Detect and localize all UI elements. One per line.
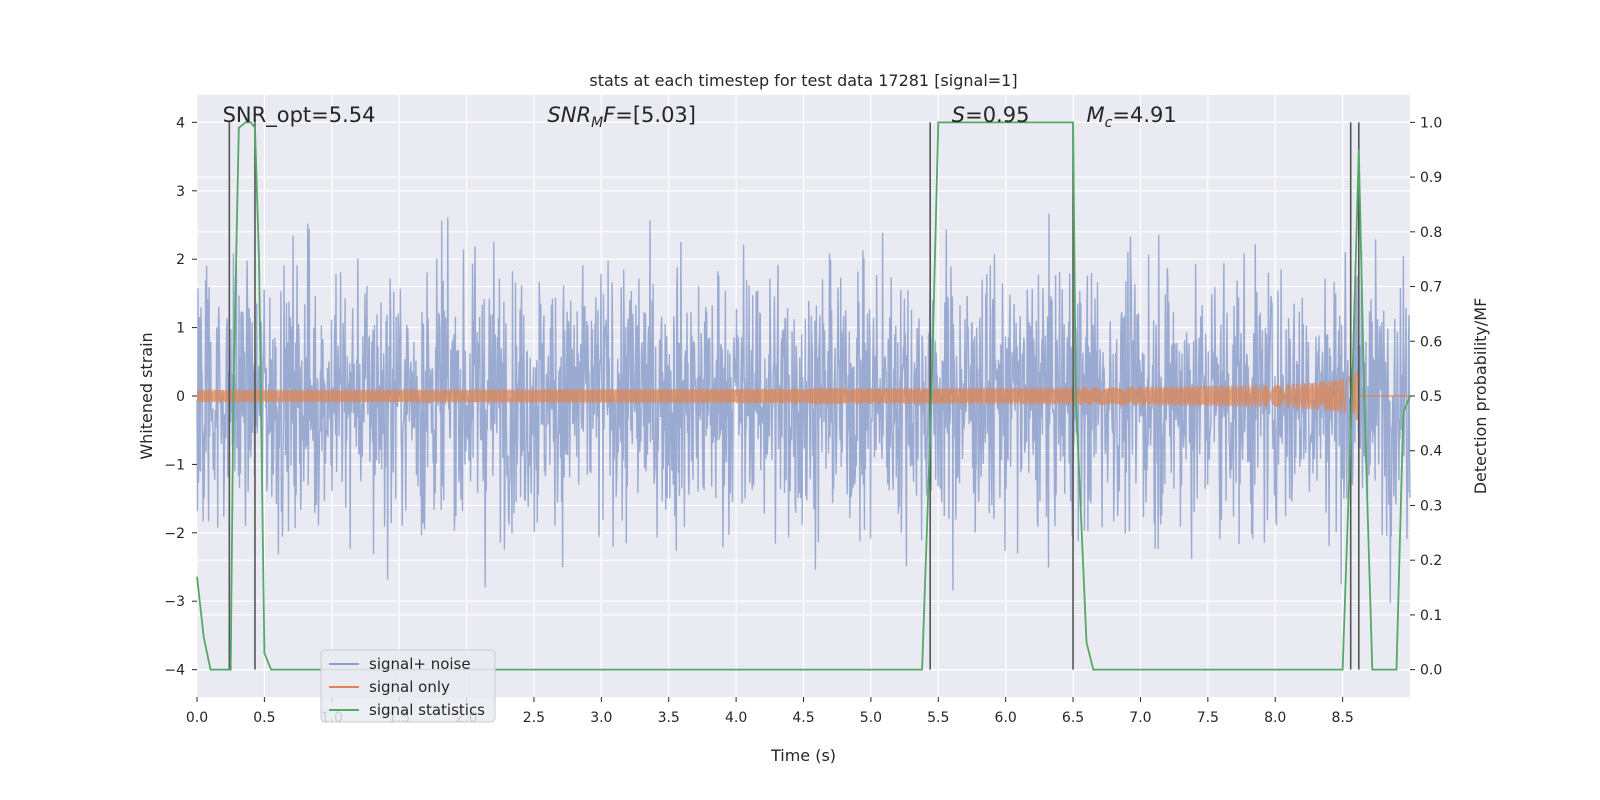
signal-statistics-line	[196, 121, 1411, 671]
y2-tick-label: 0.2	[1420, 553, 1442, 569]
y-axis-title: Whitened strain	[137, 332, 156, 459]
x-tick-label: 5.0	[860, 710, 882, 726]
y2-tick-label: 0.1	[1420, 608, 1442, 624]
chart-title: stats at each timestep for test data 172…	[589, 71, 1017, 90]
annotations: SNR_opt=5.54 SNRMF=[5.03] S=0.95 Mc=4.91	[223, 103, 1177, 131]
legend-label: signal+ noise	[369, 655, 471, 673]
y2-tick-label: 0.5	[1420, 389, 1442, 405]
y2-tick-label: 0.4	[1420, 444, 1442, 460]
x-axis-title: Time (s)	[770, 746, 836, 765]
y-tick-label: −4	[164, 663, 185, 679]
x-tick-label: 0.5	[253, 710, 275, 726]
signal-only-line	[196, 370, 1360, 421]
x-tick-label: 3.0	[590, 710, 612, 726]
vertical-markers	[228, 122, 1360, 670]
legend-label: signal only	[369, 678, 450, 696]
y-tick-label: −3	[164, 594, 185, 610]
y-tick-label: 2	[176, 252, 185, 268]
x-tick-label: 6.5	[1062, 710, 1084, 726]
signal-statistics-series	[196, 121, 1411, 671]
annotation-text: SNRMF=[5.03]	[547, 103, 696, 131]
signal-only-series	[196, 370, 1410, 421]
y2-tick-label: 0.7	[1420, 280, 1442, 296]
x-tick-label: 7.5	[1197, 710, 1219, 726]
annotation-text: S=0.95	[952, 103, 1030, 127]
y2-axis-title: Detection probability/MF	[1471, 298, 1490, 495]
y2-tick-label: 0.8	[1420, 225, 1442, 241]
y-tick-label: −1	[164, 457, 185, 473]
y-tick-label: 0	[176, 389, 185, 405]
legend: signal+ noise signal only signal statistic…	[320, 649, 496, 723]
y2-tick-label: 0.6	[1420, 334, 1442, 350]
x-tick-label: 5.5	[927, 710, 949, 726]
y2-tick-label: 0.0	[1420, 663, 1442, 679]
legend-label: signal statistics	[369, 701, 485, 719]
x-tick-label: 2.5	[523, 710, 545, 726]
y2-tick-label: 1.0	[1420, 115, 1442, 131]
x-tick-label: 8.5	[1331, 710, 1353, 726]
y-tick-label: 4	[176, 115, 185, 131]
y2-tick-label: 0.3	[1420, 498, 1442, 514]
y-tick-label: −2	[164, 526, 185, 542]
x-tick-label: 6.0	[995, 710, 1017, 726]
x-tick-label: 4.0	[725, 710, 747, 726]
x-tick-label: 0.0	[186, 710, 208, 726]
legend-box	[320, 649, 496, 723]
x-tick-label: 3.5	[658, 710, 680, 726]
x-tick-label: 7.0	[1129, 710, 1151, 726]
y2-tick-label: 0.9	[1420, 170, 1442, 186]
y-tick-label: 3	[176, 184, 185, 200]
annotation-text: SNR_opt=5.54	[223, 103, 376, 128]
x-tick-label: 4.5	[792, 710, 814, 726]
annotation-text: Mc=4.91	[1087, 103, 1177, 131]
x-tick-label: 8.0	[1264, 710, 1286, 726]
y-tick-label: 1	[176, 321, 185, 337]
